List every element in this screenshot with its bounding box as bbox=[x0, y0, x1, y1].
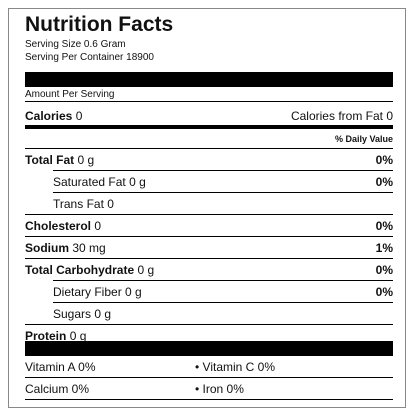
nutrient-amount: 0 g bbox=[69, 328, 87, 343]
title: Nutrition Facts bbox=[25, 13, 174, 36]
thick-bar bbox=[25, 72, 393, 87]
vitamin: Vitamin A 0% bbox=[25, 359, 96, 374]
daily-value: 0% bbox=[375, 174, 393, 189]
vitamin-row: Calcium 0% • Iron 0% bbox=[25, 378, 393, 400]
nutrient-row: Saturated Fat 0 g 0% bbox=[53, 170, 393, 192]
nutrient-label: Dietary Fiber bbox=[53, 284, 122, 299]
daily-value-header: % Daily Value bbox=[334, 134, 393, 144]
calories-label: Calories bbox=[25, 109, 73, 123]
calories-from-fat: Calories from Fat 0 bbox=[290, 109, 393, 123]
amount-per-serving: Amount Per Serving bbox=[25, 89, 393, 102]
nutrient-label: Cholesterol bbox=[25, 218, 92, 233]
nutrient-rows: Total Fat 0 g 0% Saturated Fat 0 g 0% Trans … bbox=[25, 148, 393, 346]
nutrient-row: Total Fat 0 g 0% bbox=[25, 148, 393, 170]
nutrient-amount: 0 g bbox=[125, 284, 142, 299]
daily-value: 1% bbox=[375, 240, 393, 255]
calories-row: Calories 0 Calories from Fat 0 bbox=[25, 107, 393, 125]
daily-value: 0% bbox=[375, 262, 393, 277]
nutrient-amount: 30 mg bbox=[72, 240, 106, 255]
calories-amount: 0 bbox=[75, 109, 83, 123]
nutrient-amount: 0 g bbox=[137, 262, 155, 277]
nutrient-row: Trans Fat 0 bbox=[53, 192, 393, 214]
nutrient-row: Protein 0 g bbox=[25, 324, 393, 346]
nutrient-label: Total Fat bbox=[25, 152, 75, 167]
daily-value: 0% bbox=[375, 284, 393, 299]
vitamin-rows: Vitamin A 0% • Vitamin C 0% Calcium 0% • Ir… bbox=[25, 356, 393, 400]
nutrition-label: Nutrition Facts Serving Size 0.6 Gram Se… bbox=[8, 8, 406, 408]
vitamin-cell: • Vitamin C 0% bbox=[195, 360, 275, 374]
nutrient-amount: 0 g bbox=[77, 152, 95, 167]
nutrient-label: Trans Fat bbox=[53, 196, 104, 211]
vitamin-cell: Calcium 0% bbox=[25, 382, 195, 396]
nutrient-amount: 0 bbox=[107, 196, 114, 211]
daily-value: 0% bbox=[375, 218, 393, 233]
nutrient-row: Sodium 30 mg 1% bbox=[25, 236, 393, 258]
nutrient-label: Sodium bbox=[25, 240, 69, 255]
nutrient-row: Dietary Fiber 0 g 0% bbox=[53, 280, 393, 302]
nutrient-label: Total Carbohydrate bbox=[25, 262, 135, 277]
vitamin-row: Vitamin A 0% • Vitamin C 0% bbox=[25, 356, 393, 378]
daily-value: 0% bbox=[375, 152, 393, 167]
servings-per-container: Serving Per Container 18900 bbox=[25, 52, 154, 63]
vitamin: Vitamin C 0% bbox=[202, 359, 276, 374]
bullet: • bbox=[195, 359, 203, 374]
serving-size: Serving Size 0.6 Gram bbox=[25, 39, 126, 50]
nutrient-label: Sugars bbox=[53, 306, 92, 321]
nutrient-amount: 0 g bbox=[94, 306, 112, 321]
nutrient-row: Cholesterol 0 0% bbox=[25, 214, 393, 236]
thick-bar bbox=[25, 341, 393, 356]
thick-rule bbox=[25, 125, 393, 129]
nutrient-label: Protein bbox=[25, 328, 67, 343]
nutrient-amount: 0 bbox=[94, 218, 102, 233]
nutrient-amount: 0 g bbox=[129, 174, 146, 189]
vitamin: Iron 0% bbox=[202, 381, 244, 396]
nutrient-row: Total Carbohydrate 0 g 0% bbox=[25, 258, 393, 280]
bullet: • bbox=[195, 381, 203, 396]
vitamin-cell: • Iron 0% bbox=[195, 382, 244, 396]
vitamin-cell: Vitamin A 0% bbox=[25, 360, 195, 374]
nutrient-row: Sugars 0 g bbox=[53, 302, 393, 324]
vitamin: Calcium 0% bbox=[25, 381, 90, 396]
nutrient-label: Saturated Fat bbox=[53, 174, 126, 189]
